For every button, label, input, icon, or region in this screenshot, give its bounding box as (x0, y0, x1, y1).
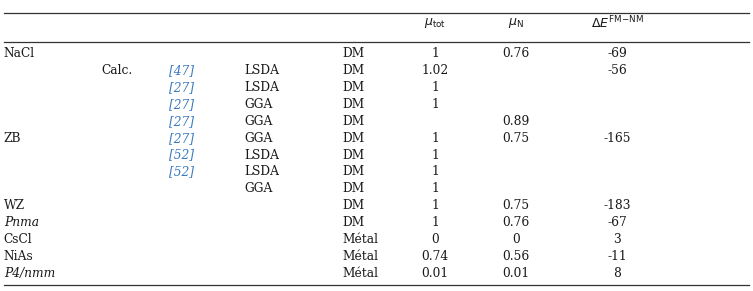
Text: 0: 0 (431, 233, 439, 246)
Text: 0.01: 0.01 (502, 267, 529, 280)
Text: WZ: WZ (4, 199, 25, 212)
Text: 8: 8 (614, 267, 621, 280)
Text: DM: DM (343, 199, 365, 212)
Text: GGA: GGA (245, 182, 273, 195)
Text: GGA: GGA (245, 115, 273, 128)
Text: 0.75: 0.75 (502, 199, 529, 212)
Text: -69: -69 (608, 47, 627, 60)
Text: 1: 1 (431, 149, 439, 162)
Text: NiAs: NiAs (4, 250, 34, 263)
Text: $\mu_{\rm N}$: $\mu_{\rm N}$ (508, 16, 524, 30)
Text: 0: 0 (512, 233, 520, 246)
Text: 0.01: 0.01 (422, 267, 449, 280)
Text: LSDA: LSDA (245, 149, 279, 162)
Text: [27]: [27] (169, 81, 194, 94)
Text: DM: DM (343, 47, 365, 60)
Text: 1: 1 (431, 216, 439, 229)
Text: 1: 1 (431, 166, 439, 178)
Text: 1: 1 (431, 81, 439, 94)
Text: DM: DM (343, 64, 365, 77)
Text: DM: DM (343, 166, 365, 178)
Text: 0.76: 0.76 (502, 216, 529, 229)
Text: DM: DM (343, 115, 365, 128)
Text: Calc.: Calc. (102, 64, 133, 77)
Text: -165: -165 (604, 132, 631, 145)
Text: Pnma: Pnma (4, 216, 38, 229)
Text: [47]: [47] (169, 64, 194, 77)
Text: [27]: [27] (169, 132, 194, 145)
Text: 0.74: 0.74 (422, 250, 449, 263)
Text: CsCl: CsCl (4, 233, 32, 246)
Text: 1: 1 (431, 182, 439, 195)
Text: -56: -56 (608, 64, 627, 77)
Text: ZB: ZB (4, 132, 21, 145)
Text: DM: DM (343, 149, 365, 162)
Text: Métal: Métal (343, 267, 379, 280)
Text: 1: 1 (431, 132, 439, 145)
Text: DM: DM (343, 132, 365, 145)
Text: 1: 1 (431, 98, 439, 111)
Text: GGA: GGA (245, 98, 273, 111)
Text: -183: -183 (604, 199, 631, 212)
Text: LSDA: LSDA (245, 81, 279, 94)
Text: NaCl: NaCl (4, 47, 35, 60)
Text: -67: -67 (608, 216, 627, 229)
Text: DM: DM (343, 216, 365, 229)
Text: 3: 3 (614, 233, 621, 246)
Text: $\Delta E^{\rm FM\!-\!NM}$: $\Delta E^{\rm FM\!-\!NM}$ (591, 15, 644, 32)
Text: DM: DM (343, 182, 365, 195)
Text: P4/nmm: P4/nmm (4, 267, 55, 280)
Text: 0.89: 0.89 (502, 115, 529, 128)
Text: LSDA: LSDA (245, 166, 279, 178)
Text: DM: DM (343, 98, 365, 111)
Text: [52]: [52] (169, 166, 194, 178)
Text: 0.56: 0.56 (502, 250, 529, 263)
Text: LSDA: LSDA (245, 64, 279, 77)
Text: GGA: GGA (245, 132, 273, 145)
Text: 1: 1 (431, 47, 439, 60)
Text: [27]: [27] (169, 115, 194, 128)
Text: 0.76: 0.76 (502, 47, 529, 60)
Text: 0.75: 0.75 (502, 132, 529, 145)
Text: [27]: [27] (169, 98, 194, 111)
Text: -11: -11 (608, 250, 627, 263)
Text: Métal: Métal (343, 250, 379, 263)
Text: 1.02: 1.02 (422, 64, 449, 77)
Text: $\mu_{\rm tot}$: $\mu_{\rm tot}$ (424, 16, 447, 30)
Text: 1: 1 (431, 199, 439, 212)
Text: DM: DM (343, 81, 365, 94)
Text: [52]: [52] (169, 149, 194, 162)
Text: Métal: Métal (343, 233, 379, 246)
